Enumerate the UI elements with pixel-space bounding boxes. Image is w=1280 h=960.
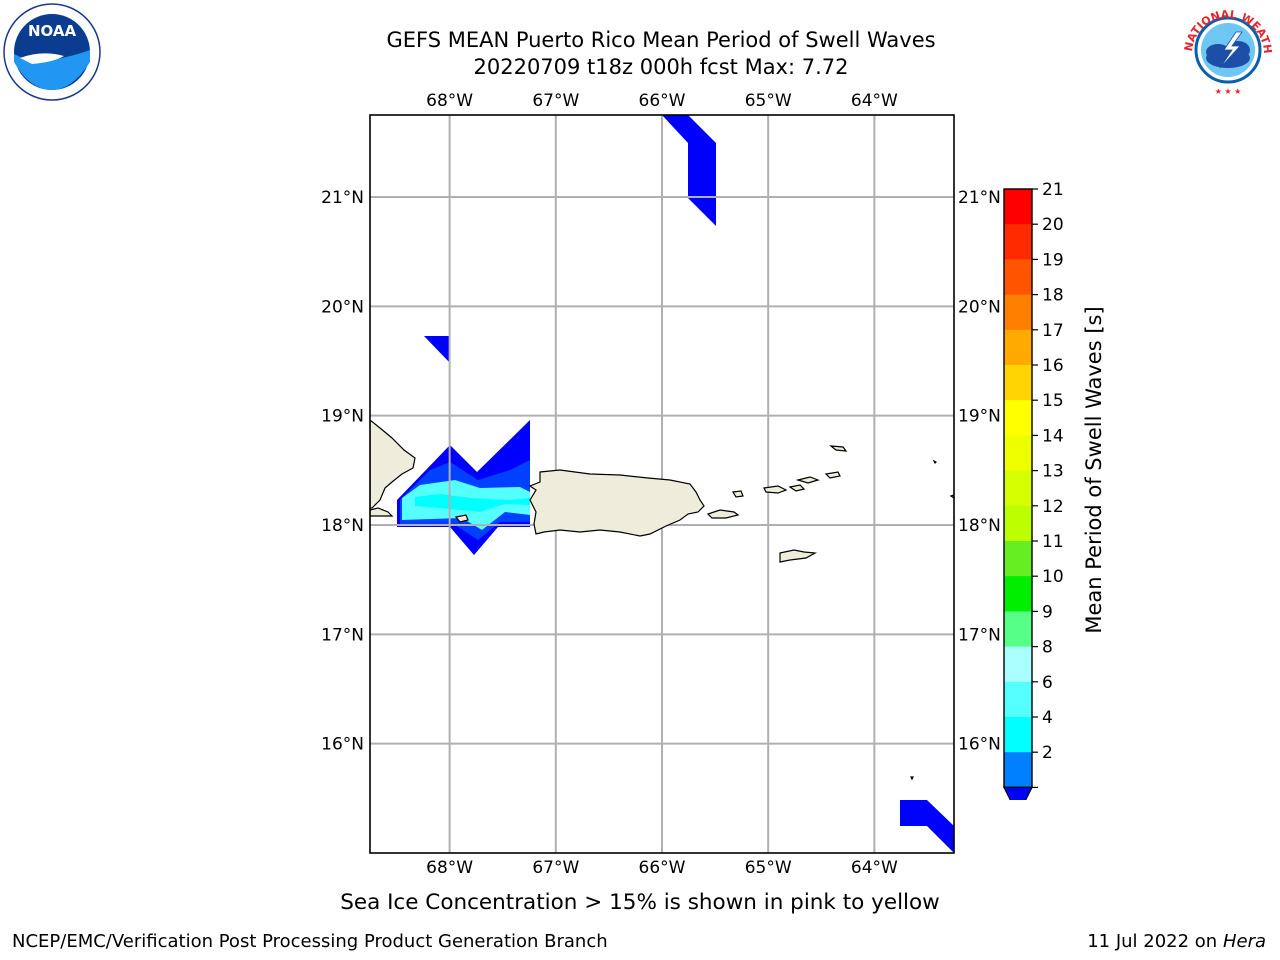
land-aves-island [910, 776, 914, 781]
lat-label-right: 17°N [958, 625, 1001, 645]
lat-label-left: 16°N [321, 735, 364, 755]
colorbar-band [1004, 365, 1032, 401]
land-hispaniola [370, 419, 416, 509]
lat-label-left: 21°N [321, 188, 364, 208]
lat-label-left: 17°N [321, 625, 364, 645]
colorbar-extend-arrow [1003, 786, 1033, 800]
lon-label-top: 64°W [851, 91, 898, 111]
colorbar-tick-label: 10 [1042, 567, 1064, 587]
noaa-logo-text: NOAA [28, 22, 77, 40]
land-masses [370, 419, 954, 781]
lat-label-right: 16°N [958, 735, 1001, 755]
colorbar-band [1004, 329, 1032, 366]
producer-credit: NCEP/EMC/Verification Post Processing Pr… [12, 931, 608, 952]
colorbar-tick-label: 16 [1042, 356, 1064, 376]
lon-label-bottom: 65°W [745, 858, 792, 878]
lon-label-top: 65°W [745, 91, 792, 111]
colorbar-band [1004, 400, 1032, 436]
lat-label-right: 21°N [958, 188, 1001, 208]
colorbar-band [1004, 576, 1032, 612]
colorbar-band [1004, 611, 1032, 648]
swell-fill-northwest [424, 336, 450, 363]
run-machine: Hera [1222, 931, 1266, 952]
colorbar-band [1004, 646, 1032, 683]
run-date-credit: 11 Jul 2022 on Hera [1087, 931, 1266, 952]
colorbar-band [1004, 224, 1032, 260]
land-st-croix [779, 549, 817, 563]
colorbar-tick-label: 11 [1042, 532, 1064, 552]
land-sombrero [932, 459, 938, 465]
colorbar-tick-label: 21 [1042, 180, 1064, 200]
chart-subtitle: 20220709 t18z 000h fcst Max: 7.72 [473, 55, 849, 79]
colorbar-band [1004, 470, 1032, 507]
chart-title: GEFS MEAN Puerto Rico Mean Period of Swe… [386, 28, 936, 52]
colorbar-tick-label: 9 [1042, 602, 1053, 622]
lat-label-right: 18°N [958, 516, 1001, 536]
colorbar-tick-label: 19 [1042, 250, 1064, 270]
colorbar-ticks: 21 20 19 18 17 16 15 14 13 12 11 10 9 8 6 4 2 [1032, 180, 1064, 789]
colorbar-band [1004, 259, 1032, 296]
lat-label-right: 19°N [958, 407, 1001, 427]
land-puerto-rico [528, 469, 705, 537]
land-tortola [795, 476, 820, 484]
colorbar-band [1004, 681, 1032, 718]
colorbar-band [1004, 435, 1032, 472]
colorbar-tick-label: 2 [1042, 743, 1053, 763]
colorbar-band [1004, 752, 1032, 788]
colorbar-tick-label: 4 [1042, 708, 1053, 728]
land-st-thomas [763, 485, 788, 494]
nws-logo: NATIONAL WEATHER SERVICE ★ ★ ★ [1178, 2, 1274, 96]
colorbar-band [1004, 717, 1032, 753]
run-date: 11 Jul 2022 on [1087, 931, 1223, 952]
land-vieques [706, 509, 740, 519]
lon-label-top: 66°W [639, 91, 686, 111]
lon-label-bottom: 68°W [426, 858, 473, 878]
colorbar-bands [1003, 188, 1033, 800]
map-frame [369, 114, 955, 854]
colorbar-tick-label: 8 [1042, 638, 1053, 658]
lon-label-bottom: 64°W [851, 858, 898, 878]
colorbar-band [1004, 541, 1032, 577]
lon-label-top: 68°W [426, 91, 473, 111]
swell-fill-mona-cyan [415, 494, 530, 512]
land-virgin-gorda [824, 471, 841, 479]
noaa-logo: NOAA [3, 3, 101, 101]
axis-labels: 68°W 68°W 67°W 67°W 66°W 66°W 65°W 65°W 64°W 64°W… [321, 91, 1001, 878]
land-hispaniola-south [370, 507, 394, 517]
land-anegada [829, 445, 848, 452]
lon-label-top: 67°W [532, 91, 579, 111]
swell-period-fills [397, 115, 954, 853]
colorbar-label: Mean Period of Swell Waves [s] [1082, 306, 1106, 633]
swell-fill-north [662, 115, 716, 226]
lat-label-left: 19°N [321, 407, 364, 427]
colorbar-band [1004, 294, 1032, 331]
colorbar-tick-label: 14 [1042, 426, 1064, 446]
colorbar-tick-label: 17 [1042, 321, 1064, 341]
colorbar-band [1004, 505, 1032, 542]
colorbar-tick-label: 15 [1042, 391, 1064, 411]
land-st-john [788, 484, 806, 492]
colorbar-frame [1003, 188, 1033, 789]
land-mona-island [454, 514, 469, 523]
colorbar-tick-label: 6 [1042, 673, 1053, 693]
colorbar-band [1004, 189, 1032, 225]
colorbar-tick-label: 18 [1042, 286, 1064, 306]
colorbar-tick-label: 12 [1042, 497, 1064, 517]
colorbar: 21 20 19 18 17 16 15 14 13 12 11 10 9 8 6 4 2 Mean Perio… [1003, 180, 1106, 800]
lon-label-bottom: 67°W [532, 858, 579, 878]
map-content [370, 115, 954, 853]
land-culebra [732, 490, 744, 498]
colorbar-tick-label: 13 [1042, 462, 1064, 482]
lon-label-bottom: 66°W [639, 858, 686, 878]
lat-label-left: 18°N [321, 516, 364, 536]
lat-label-left: 20°N [321, 297, 364, 317]
lat-label-right: 20°N [958, 297, 1001, 317]
swell-fill-southeast [900, 800, 954, 853]
svg-text:★ ★ ★: ★ ★ ★ [1215, 87, 1242, 96]
colorbar-tick-label: 20 [1042, 215, 1064, 235]
sea-ice-note: Sea Ice Concentration > 15% is shown in … [340, 890, 940, 915]
